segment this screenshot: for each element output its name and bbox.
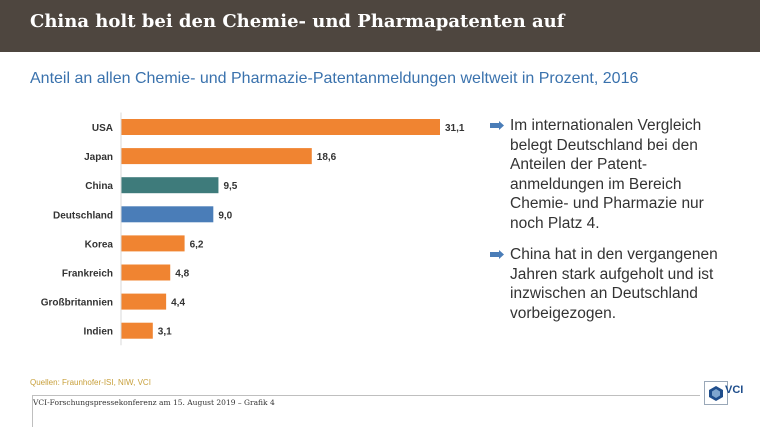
header-bar: China holt bei den Chemie- und Pharmapat… xyxy=(0,0,760,52)
bar xyxy=(121,235,185,252)
bullet-text: Im internationalen Vergleich belegt Deut… xyxy=(510,117,704,232)
category-label: Großbritannien xyxy=(41,298,113,309)
vci-logo-icon xyxy=(704,381,728,405)
value-label: 6,2 xyxy=(190,239,204,250)
bullet-item: Im internationalen Vergleich belegt Deut… xyxy=(490,116,740,233)
bullet-list: Im internationalen Vergleich belegt Deut… xyxy=(490,116,740,335)
value-label: 18,6 xyxy=(317,152,337,163)
value-label: 31,1 xyxy=(445,123,465,134)
arrow-bullet-icon xyxy=(490,250,504,259)
bar xyxy=(121,293,167,310)
category-label: USA xyxy=(92,123,113,134)
value-label: 9,0 xyxy=(218,210,232,221)
arrow-bullet-icon xyxy=(490,121,504,130)
bar-chart: USA 31,1 Japan 18,6 China 9,5 Deutschland 9,0 Ko… xyxy=(41,112,465,346)
category-label: Indien xyxy=(84,327,113,338)
bar xyxy=(121,177,219,194)
source-note: Quellen: Fraunhofer-ISI, NIW, VCI xyxy=(30,378,151,387)
bar xyxy=(121,119,440,135)
bar xyxy=(121,206,214,223)
logo-text: VCI xyxy=(725,384,744,396)
footer-divider xyxy=(32,395,700,396)
bar xyxy=(121,264,171,281)
chart-title: Anteil an allen Chemie- und Pharmazie-Pa… xyxy=(30,70,639,87)
footer-text: VCI-Forschungspressekonferenz am 15. Aug… xyxy=(33,398,275,407)
value-label: 3,1 xyxy=(158,327,172,338)
bar xyxy=(121,322,153,339)
value-label: 4,8 xyxy=(175,269,189,280)
bullet-item: China hat in den vergangenen Jahren star… xyxy=(490,245,740,323)
category-label: China xyxy=(85,181,113,192)
category-label: Deutschland xyxy=(53,210,113,221)
value-label: 9,5 xyxy=(223,181,237,192)
bar xyxy=(121,148,312,165)
page-title: China holt bei den Chemie- und Pharmapat… xyxy=(30,11,565,32)
bullet-text: China hat in den vergangenen Jahren star… xyxy=(510,246,718,322)
footer-vertical-divider xyxy=(32,396,33,427)
category-label: Japan xyxy=(84,152,113,163)
category-label: Korea xyxy=(85,239,114,250)
category-label: Frankreich xyxy=(62,269,113,280)
value-label: 4,4 xyxy=(171,298,185,309)
